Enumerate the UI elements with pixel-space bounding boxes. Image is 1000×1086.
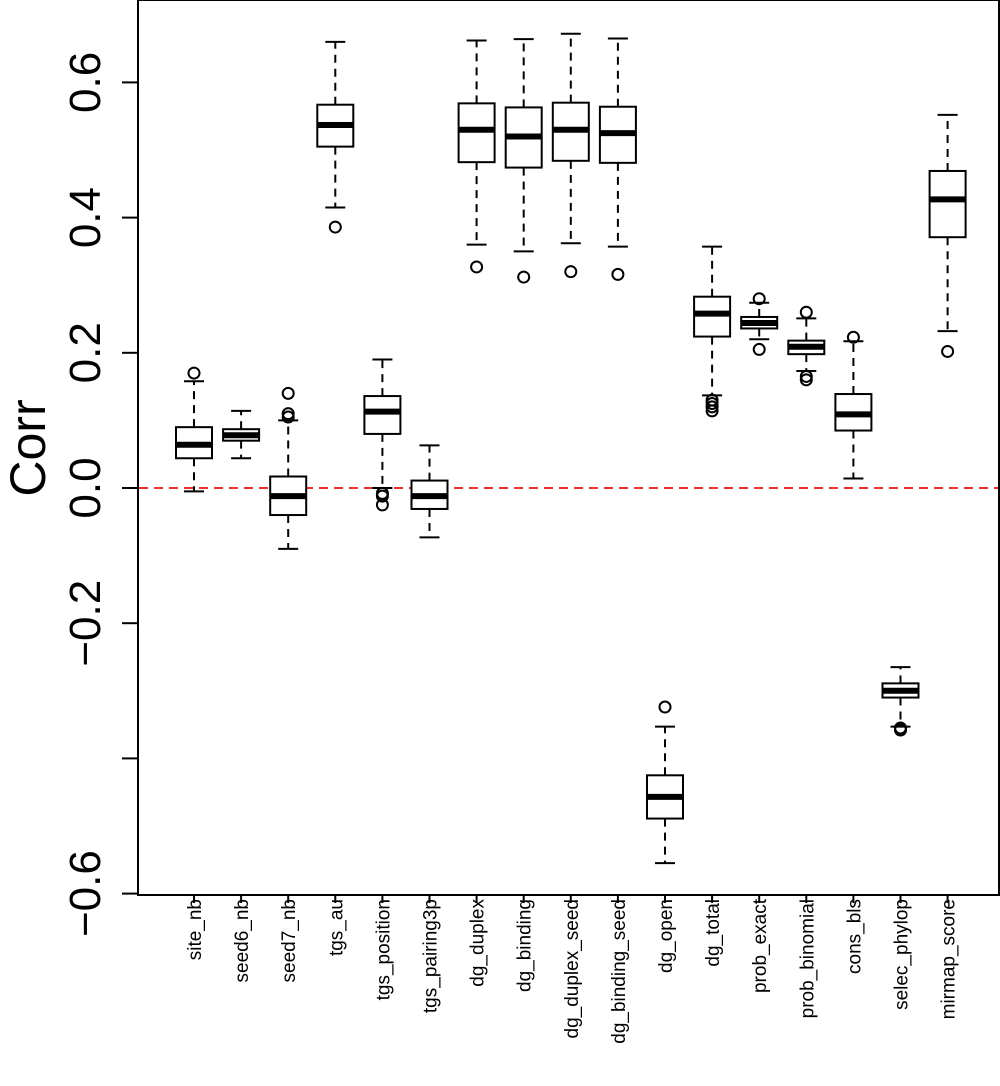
x-tick-label: tgs_pairing3p [421,899,442,1013]
x-tick-label: prob_binomial [797,899,818,1018]
outlier-point [375,489,389,503]
outlier-point [281,407,295,421]
x-tick-label: tgs_position [373,899,394,1000]
x-tick-label: selec_phylop [892,899,913,1010]
box-dg_binding [504,38,543,284]
x-tick-label: dg_duplex [468,899,489,987]
x-tick-label: cons_bls [844,899,865,974]
outlier-point [611,267,625,281]
x-tick-label: site_nb [185,899,206,960]
outlier-point [281,386,295,400]
outlier-point [564,265,578,279]
x-tick-label: dg_binding_seed [609,899,630,1044]
y-tick-label: −0.6 [61,850,110,937]
y-tick-label: 0.2 [61,322,110,383]
x-tick-label: dg_open [656,899,677,973]
x-tick-label: prob_exact [750,898,771,993]
box-seed6_nb [222,409,261,460]
box-iqr [457,102,496,164]
box-tgs_au [316,40,355,234]
box-iqr [363,395,402,435]
box-prob_binomial [787,305,826,387]
outlier-point [894,723,907,737]
x-tick-label: dg_duplex_seed [562,899,583,1038]
box-iqr [693,295,732,338]
x-tick-label: dg_binding [515,899,536,992]
box-tgs_position [363,358,402,512]
box-dg_duplex [457,39,496,274]
outlier-point [470,260,484,274]
box-selec_phylop [881,666,920,737]
x-tick-label: seed7_nb [279,899,300,982]
outlier-point [846,330,860,344]
box-dg_duplex_seed [551,32,590,279]
box-mirmap_score [928,113,967,358]
x-tick-label: seed6_nb [232,899,253,982]
x-tick-label: mirmap_score [939,899,960,1019]
box-site_nb [175,366,213,493]
box-dg_binding_seed [598,37,637,281]
box-cons_bls [834,330,873,480]
box-iqr [928,169,967,239]
y-tick-label: 0.0 [61,457,110,518]
y-tick-label: 0.4 [61,187,110,248]
outlier-point [328,220,342,234]
box-tgs_pairing3p [410,444,449,539]
box-seed7_nb [269,386,308,550]
outlier-point [375,498,389,512]
outlier-point [799,373,813,387]
outlier-point [705,404,719,418]
outlier-point [658,700,672,714]
outlier-point [517,270,531,284]
outlier-point [752,292,766,306]
plot-frame [137,0,1000,896]
box-dg_open [646,700,684,865]
outlier-point [941,344,955,358]
y-tick-label: −0.2 [61,580,110,667]
outlier-point [187,366,201,380]
box-prob_exact [740,292,779,356]
box-dg_total [693,245,732,418]
outlier-point [705,400,719,414]
outlier-point [799,305,813,319]
x-tick-label: dg_total [703,899,724,967]
y-axis-label: Corr [0,399,56,496]
outlier-point [752,342,766,356]
y-tick-label: 0.6 [61,52,110,113]
x-tick-label: tgs_au [326,899,347,956]
